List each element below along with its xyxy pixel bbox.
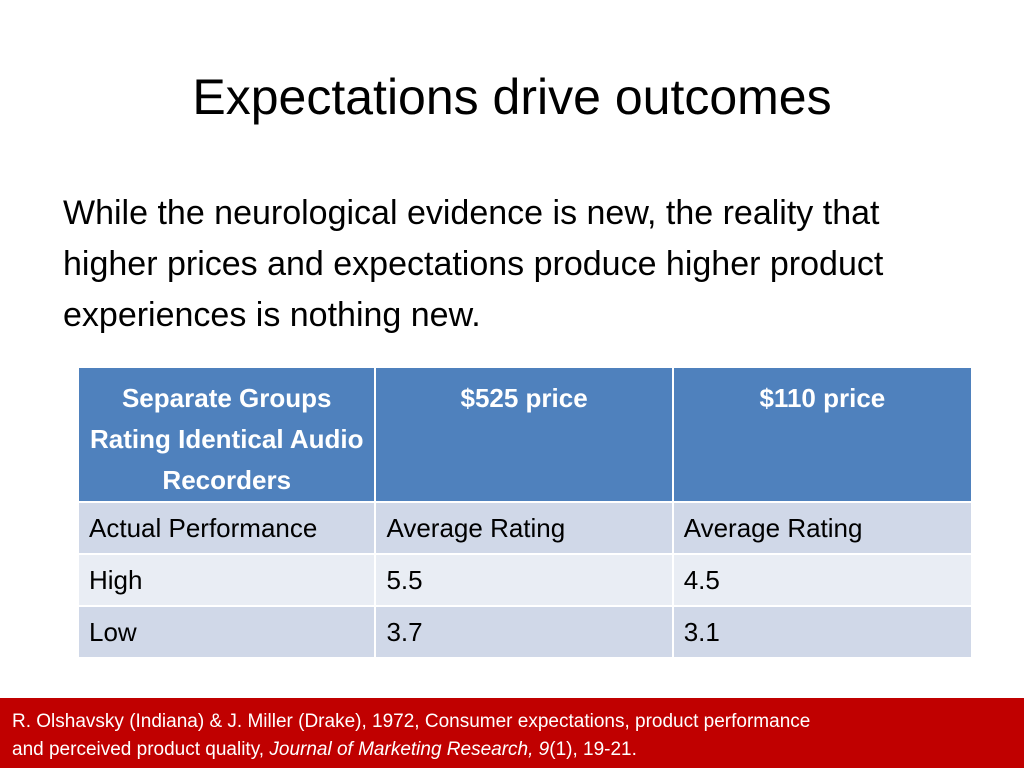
table-header-525-price: $525 price	[374, 366, 674, 503]
body-paragraph: While the neurological evidence is new, …	[63, 194, 884, 334]
citation-journal: Journal of Marketing Research, 9	[269, 739, 550, 760]
table-cell: 4.5	[671, 553, 974, 607]
table-cell: High	[76, 553, 377, 607]
citation-line-2: and perceived product quality, Journal o…	[12, 736, 1014, 764]
table-header-110-price: $110 price	[671, 366, 974, 503]
table-cell: Average Rating	[374, 501, 674, 555]
citation-line-1: R. Olshavsky (Indiana) & J. Miller (Drak…	[12, 711, 811, 732]
citation-footer: R. Olshavsky (Indiana) & J. Miller (Drak…	[0, 698, 1024, 768]
table-cell: 5.5	[374, 553, 674, 607]
table-header-row: Separate Groups Rating Identical Audio R…	[76, 366, 974, 503]
ratings-table: Separate Groups Rating Identical Audio R…	[76, 366, 974, 659]
table-cell: Average Rating	[671, 501, 974, 555]
table-cell: Low	[76, 605, 377, 659]
table-cell: Actual Performance	[76, 501, 377, 555]
table-row: Low 3.7 3.1	[76, 605, 974, 659]
table-row: High 5.5 4.5	[76, 553, 974, 607]
citation-text: and perceived product quality,	[12, 739, 270, 760]
citation-pages: (1), 19-21.	[549, 739, 637, 760]
slide-title: Expectations drive outcomes	[192, 69, 832, 125]
table-cell: 3.7	[374, 605, 674, 659]
table-row: Actual Performance Average Rating Averag…	[76, 501, 974, 555]
table-header-groups: Separate Groups Rating Identical Audio R…	[76, 366, 377, 503]
table-cell: 3.1	[671, 605, 974, 659]
